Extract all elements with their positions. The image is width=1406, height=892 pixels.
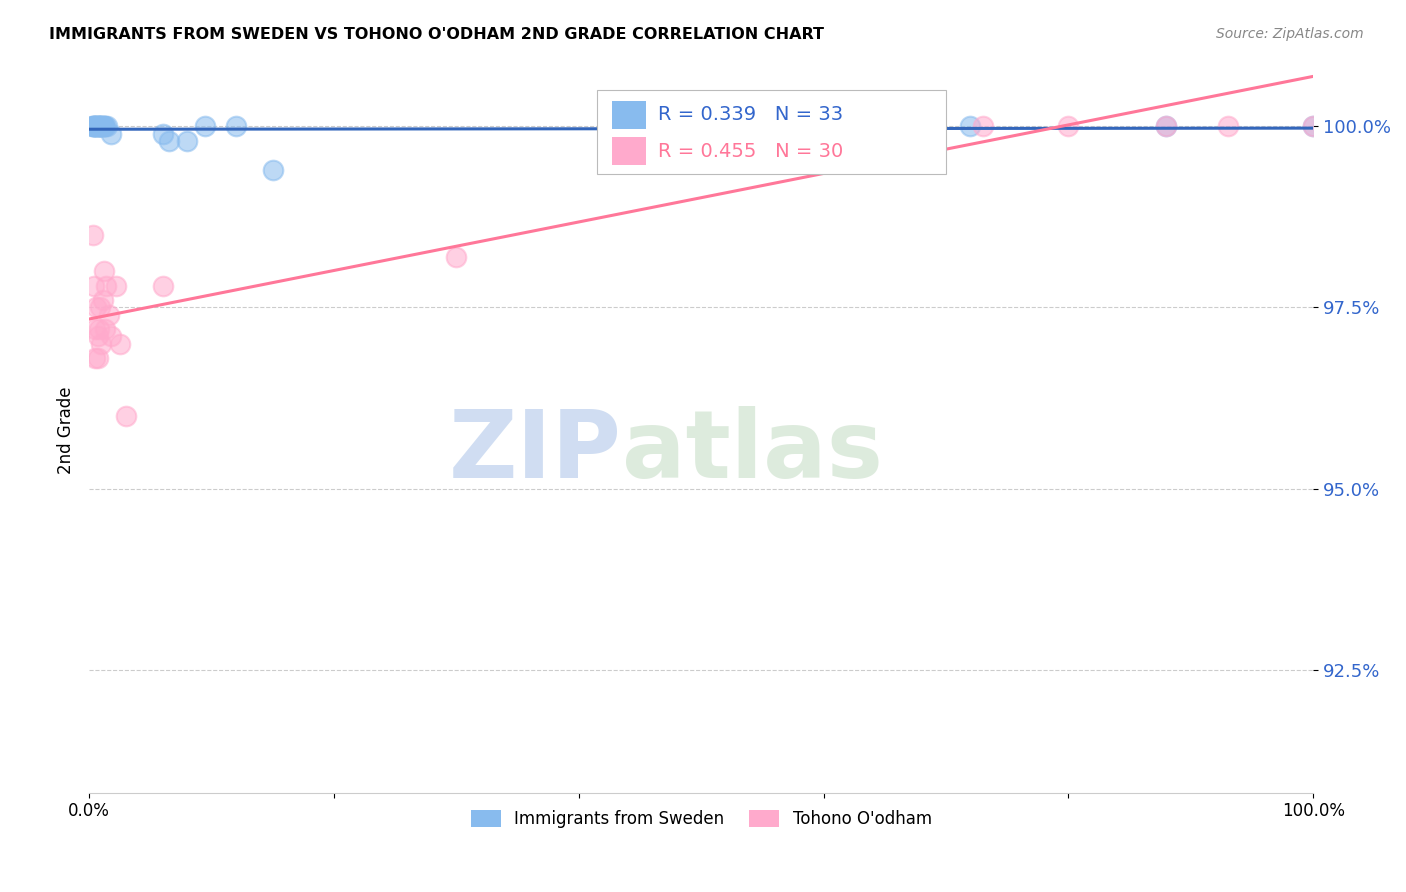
Point xyxy=(89,120,111,134)
Point xyxy=(86,351,108,366)
Point xyxy=(86,120,108,134)
Point xyxy=(910,120,932,134)
Point xyxy=(96,120,118,134)
Point xyxy=(1057,120,1080,134)
Point xyxy=(84,120,107,134)
Text: atlas: atlas xyxy=(621,407,883,499)
Point xyxy=(86,120,108,134)
Point xyxy=(837,120,859,134)
Point xyxy=(225,120,247,134)
Point xyxy=(972,120,994,134)
Point xyxy=(90,120,112,134)
Point xyxy=(446,250,468,264)
Point xyxy=(91,293,114,308)
Point xyxy=(1302,120,1324,134)
Point xyxy=(84,351,107,366)
Text: Source: ZipAtlas.com: Source: ZipAtlas.com xyxy=(1216,27,1364,41)
Point xyxy=(89,301,111,315)
Point xyxy=(83,120,105,134)
Point xyxy=(80,120,103,134)
Point xyxy=(152,127,174,141)
Point xyxy=(262,162,284,177)
Point xyxy=(100,329,122,343)
Point xyxy=(176,134,198,148)
Point xyxy=(96,278,118,293)
Point xyxy=(83,120,105,134)
Point xyxy=(91,120,114,134)
Point xyxy=(1156,120,1178,134)
Point xyxy=(89,120,111,134)
Point xyxy=(959,120,981,134)
Point xyxy=(813,120,835,134)
Point xyxy=(87,120,110,134)
Point xyxy=(86,329,108,343)
Y-axis label: 2nd Grade: 2nd Grade xyxy=(58,387,75,475)
Point xyxy=(84,322,107,336)
Point xyxy=(114,409,136,423)
Point xyxy=(86,120,108,134)
Point xyxy=(86,301,108,315)
Text: ZIP: ZIP xyxy=(449,407,621,499)
Legend: Immigrants from Sweden, Tohono O'odham: Immigrants from Sweden, Tohono O'odham xyxy=(464,804,938,835)
Point xyxy=(90,336,112,351)
Text: R = 0.339   N = 33: R = 0.339 N = 33 xyxy=(658,105,844,124)
Bar xyxy=(612,137,647,165)
Point xyxy=(82,120,104,134)
Point xyxy=(87,322,110,336)
Point xyxy=(194,120,217,134)
Point xyxy=(1216,120,1239,134)
Point xyxy=(108,336,131,351)
Point xyxy=(97,308,120,322)
Text: R = 0.455   N = 30: R = 0.455 N = 30 xyxy=(658,142,844,161)
Point xyxy=(105,278,128,293)
Point xyxy=(849,120,872,134)
Point xyxy=(90,120,112,134)
Point xyxy=(94,322,117,336)
Point xyxy=(87,120,110,134)
Point xyxy=(152,278,174,293)
Point xyxy=(82,228,104,243)
Bar xyxy=(612,101,647,128)
Point xyxy=(93,120,115,134)
Point xyxy=(93,120,115,134)
FancyBboxPatch shape xyxy=(598,90,946,174)
Point xyxy=(1302,120,1324,134)
Point xyxy=(1156,120,1178,134)
Point xyxy=(93,264,115,278)
Point xyxy=(84,120,107,134)
Point xyxy=(83,278,105,293)
Point xyxy=(157,134,180,148)
Point xyxy=(873,120,896,134)
Point xyxy=(714,120,737,134)
Point xyxy=(100,127,122,141)
Text: IMMIGRANTS FROM SWEDEN VS TOHONO O'ODHAM 2ND GRADE CORRELATION CHART: IMMIGRANTS FROM SWEDEN VS TOHONO O'ODHAM… xyxy=(49,27,824,42)
Point xyxy=(94,120,117,134)
Point xyxy=(86,120,108,134)
